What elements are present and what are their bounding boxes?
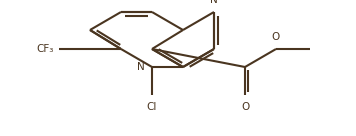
Text: O: O [272,32,280,42]
Text: N: N [210,0,218,5]
Text: Cl: Cl [147,102,157,112]
Text: N: N [137,62,145,72]
Text: CF₃: CF₃ [37,44,54,54]
Text: O: O [241,102,249,112]
